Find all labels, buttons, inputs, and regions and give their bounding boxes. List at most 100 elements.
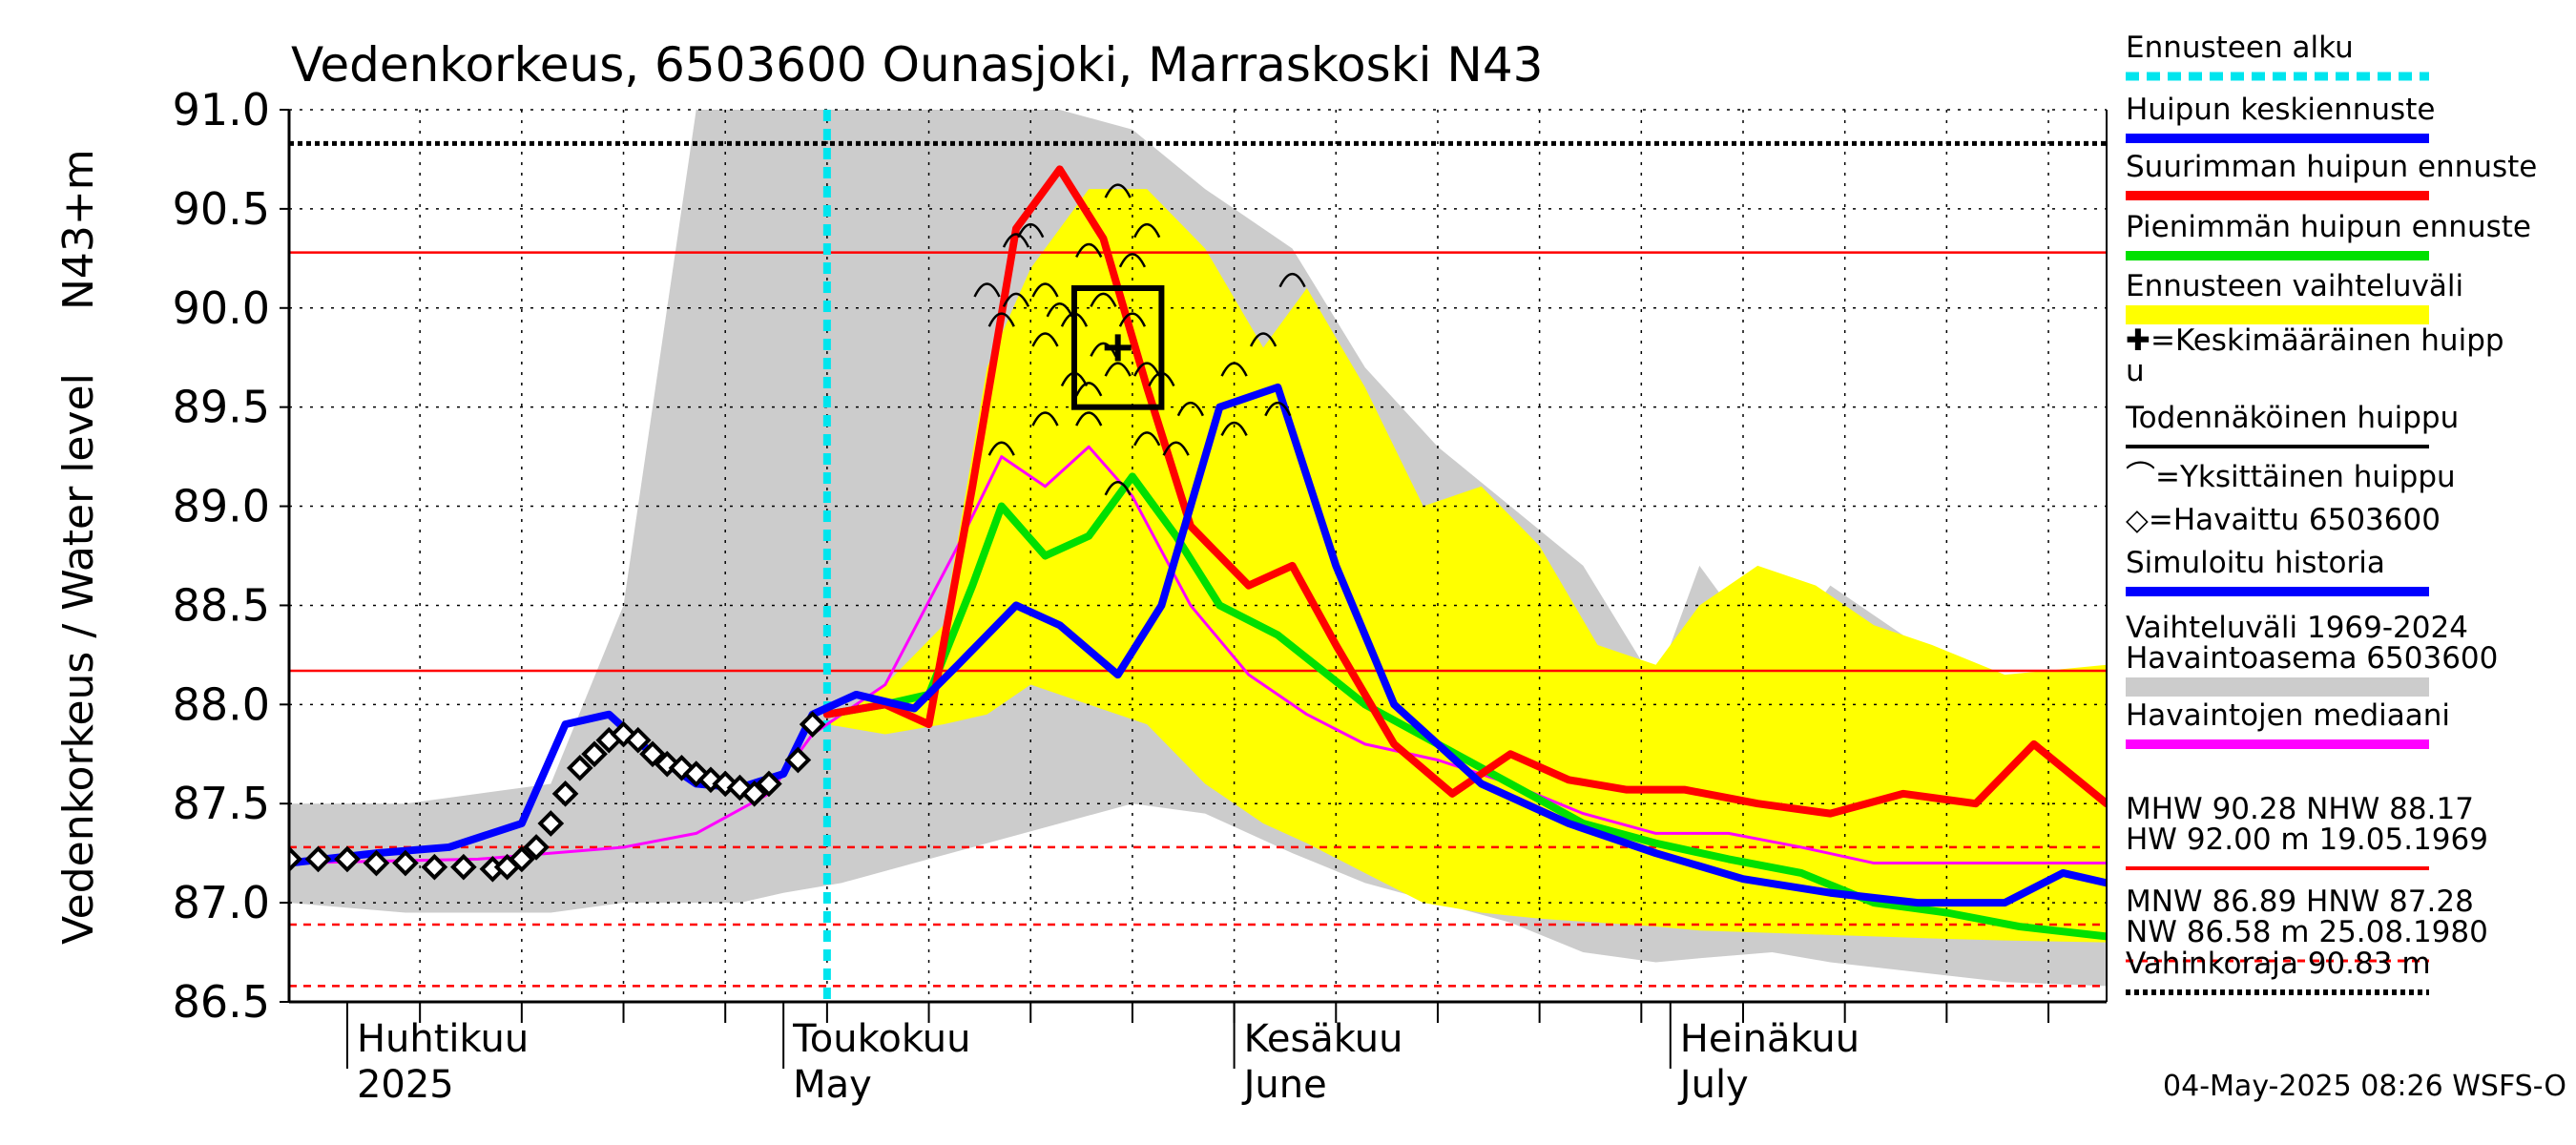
- legend: Ennusteen alku Huipun keskiennuste Suurimm…: [2125, 31, 2537, 995]
- single-peak-marker: [1162, 441, 1190, 456]
- single-peak-marker: [1075, 382, 1103, 397]
- observed-point: [799, 711, 826, 738]
- series-line: [822, 472, 2107, 941]
- observed-point: [639, 740, 666, 768]
- observed-point: [551, 781, 579, 807]
- timestamp: 04-May-2025 08:26 WSFS-O: [2163, 1070, 2566, 1103]
- y-tick-label: 91.0: [173, 84, 270, 135]
- single-peak-marker: [1104, 183, 1132, 198]
- y-tick-label: 88.0: [173, 678, 270, 730]
- single-peak-marker: [1002, 233, 1030, 248]
- single-peak-marker: [1278, 272, 1306, 288]
- single-peak-marker: [1220, 362, 1248, 377]
- single-peak-marker: [1031, 282, 1059, 298]
- axes: 91.0 90.5 90.0 89.5 89.0 88.5 88.0 87.5 87.0 86.5…: [173, 84, 2108, 1107]
- legend-swatch: [2126, 677, 2429, 697]
- single-peak-marker: [1090, 292, 1117, 307]
- single-peak-marker: [1104, 481, 1132, 496]
- single-peak-marker: [987, 441, 1015, 456]
- legend-label-line2: HW 92.00 m 19.05.1969: [2126, 822, 2488, 857]
- observed-point: [624, 726, 652, 754]
- reference-lines: [289, 110, 2107, 1002]
- single-peak-marker: [1104, 362, 1132, 377]
- observed-point: [537, 810, 565, 837]
- legend-swatch: [2126, 305, 2429, 324]
- legend-label-line2: Havaintoasema 6503600: [2126, 641, 2498, 676]
- y-tick-label: 88.5: [173, 579, 270, 631]
- observed-point: [304, 845, 332, 873]
- observed-point: [566, 754, 593, 781]
- x-month-label: Heinäkuu: [1680, 1017, 1859, 1061]
- y-tick-label: 86.5: [173, 976, 270, 1028]
- observed-point: [523, 834, 550, 861]
- single-peak-marker: [1002, 292, 1030, 307]
- x-month-label-en: May: [793, 1063, 872, 1107]
- y-tick-label: 87.5: [173, 778, 270, 829]
- y-tick-label: 89.0: [173, 481, 270, 532]
- legend-label: Vahinkoraja 90.83 m: [2126, 947, 2431, 981]
- y-tick-label: 87.0: [173, 877, 270, 928]
- y-tick-label: 89.5: [173, 382, 270, 433]
- single-peak-marker: [987, 312, 1015, 327]
- legend-label: ✚=Keskimääräinen huipp: [2126, 323, 2504, 358]
- observed-point: [581, 740, 608, 768]
- single-peak-marker: [1031, 332, 1059, 347]
- observed-point: [784, 746, 812, 774]
- single-peak-marker: [1090, 342, 1117, 357]
- single-peak-marker: [1118, 253, 1147, 268]
- x-month-label: Huhtikuu: [357, 1017, 529, 1061]
- mean-peak-marker: [1104, 334, 1132, 362]
- legend-label-line2: u: [2126, 354, 2145, 388]
- x-month-label-en: June: [1241, 1063, 1327, 1107]
- y-tick-label: 90.5: [173, 183, 270, 235]
- single-peak-marker: [1031, 411, 1059, 427]
- chart-title: Vedenkorkeus, 6503600 Ounasjoki, Marrask…: [291, 37, 1543, 93]
- single-peak-marker: [1176, 401, 1205, 417]
- legend-label: Suurimman huipun ennuste: [2126, 150, 2537, 184]
- probable-peak-box: [1070, 285, 1165, 410]
- single-peak-marker: [1075, 242, 1103, 258]
- observed-point: [334, 845, 361, 873]
- single-peak-marker: [1133, 431, 1161, 447]
- x-month-label-en: 2025: [357, 1063, 454, 1107]
- x-month-label-en: July: [1677, 1063, 1749, 1107]
- legend-label: Simuloitu historia: [2126, 546, 2385, 580]
- grid-lines: [289, 109, 2107, 1003]
- y-axis-label-main: Vedenkorkeus / Water level: [54, 373, 103, 945]
- legend-label: Ennusteen vaihteluväli: [2126, 269, 2463, 303]
- legend-label: Vaihteluväli 1969-2024: [2126, 611, 2468, 645]
- y-axis-label-unit: N43+m: [54, 149, 103, 310]
- observed-point: [392, 849, 419, 877]
- legend-label: Havaintojen mediaani: [2126, 698, 2450, 733]
- single-peak-marker: [1017, 222, 1045, 239]
- peak-markers: [289, 183, 1306, 883]
- single-peak-marker: [1220, 421, 1248, 436]
- single-peak-marker: [1133, 362, 1161, 377]
- series-line: [289, 383, 2107, 907]
- observed-point: [450, 853, 477, 881]
- legend-label: Ennusteen alku: [2126, 31, 2354, 65]
- single-peak-marker: [1075, 411, 1103, 427]
- legend-label-line2: NW 86.58 m 25.08.1980: [2126, 915, 2488, 949]
- observed-point: [509, 845, 535, 873]
- x-month-label: Kesäkuu: [1244, 1017, 1403, 1061]
- single-peak-marker: [1046, 302, 1073, 318]
- observed-point: [756, 770, 782, 798]
- x-month-label: Toukokuu: [792, 1017, 970, 1061]
- single-peak-marker: [1118, 312, 1147, 327]
- observed-point: [740, 781, 768, 807]
- single-peak-marker: [1249, 332, 1278, 347]
- legend-label: Todennäköinen huippu: [2125, 401, 2459, 435]
- legend-label: MHW 90.28 NHW 88.17: [2126, 792, 2474, 826]
- y-tick-label: 90.0: [173, 282, 270, 334]
- observed-point: [363, 849, 390, 877]
- single-peak-marker: [973, 282, 1001, 298]
- observed-point: [421, 853, 448, 881]
- single-peak-marker: [1264, 401, 1292, 417]
- legend-label: Pienimmän huipun ennuste: [2126, 210, 2531, 244]
- legend-label: MNW 86.89 HNW 87.28: [2126, 885, 2474, 919]
- legend-label: ⌒=Yksittäinen huippu: [2126, 460, 2456, 494]
- legend-label: Huipun keskiennuste: [2126, 93, 2435, 127]
- series-line: [822, 165, 2107, 818]
